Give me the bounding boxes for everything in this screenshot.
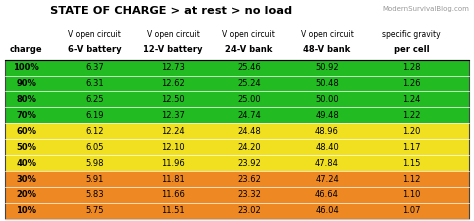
Text: 50%: 50% (16, 143, 36, 152)
Text: per cell: per cell (393, 45, 429, 54)
Text: 12.10: 12.10 (161, 143, 185, 152)
Text: 10%: 10% (16, 206, 36, 215)
Text: 1.28: 1.28 (402, 63, 421, 72)
Text: 11.66: 11.66 (161, 191, 185, 199)
Text: 46.64: 46.64 (315, 191, 339, 199)
Text: 12-V battery: 12-V battery (143, 45, 203, 54)
Text: 5.98: 5.98 (85, 159, 104, 168)
Text: 12.50: 12.50 (161, 95, 185, 104)
Text: 12.37: 12.37 (161, 111, 185, 120)
Text: 1.10: 1.10 (402, 191, 420, 199)
Text: 90%: 90% (16, 79, 36, 88)
FancyBboxPatch shape (5, 107, 469, 123)
Text: 6.31: 6.31 (85, 79, 104, 88)
Text: 25.46: 25.46 (237, 63, 261, 72)
Text: 11.96: 11.96 (161, 159, 185, 168)
Text: charge: charge (10, 45, 42, 54)
FancyBboxPatch shape (5, 60, 469, 76)
Text: V open circuit: V open circuit (222, 30, 275, 39)
Text: 1.26: 1.26 (402, 79, 421, 88)
Text: 6.05: 6.05 (85, 143, 104, 152)
Text: 47.84: 47.84 (315, 159, 339, 168)
Text: 70%: 70% (16, 111, 36, 120)
Text: 5.75: 5.75 (85, 206, 104, 215)
Text: 6.12: 6.12 (85, 127, 104, 136)
Text: 49.48: 49.48 (315, 111, 339, 120)
Text: 12.62: 12.62 (161, 79, 185, 88)
Text: STATE OF CHARGE > at rest > no load: STATE OF CHARGE > at rest > no load (50, 6, 292, 15)
Text: 40%: 40% (16, 159, 36, 168)
Text: 6.19: 6.19 (85, 111, 104, 120)
Text: ModernSurvivalBlog.com: ModernSurvivalBlog.com (383, 6, 469, 11)
Text: 50.00: 50.00 (315, 95, 339, 104)
Text: 1.24: 1.24 (402, 95, 420, 104)
Text: 11.51: 11.51 (161, 206, 185, 215)
Text: V open circuit: V open circuit (301, 30, 354, 39)
Text: 6.25: 6.25 (85, 95, 104, 104)
Text: 23.02: 23.02 (237, 206, 261, 215)
Text: 23.32: 23.32 (237, 191, 261, 199)
Text: 100%: 100% (13, 63, 39, 72)
Text: 1.12: 1.12 (402, 175, 420, 183)
Text: 1.15: 1.15 (402, 159, 420, 168)
Text: 48.96: 48.96 (315, 127, 339, 136)
Text: 23.62: 23.62 (237, 175, 261, 183)
Text: 5.83: 5.83 (85, 191, 104, 199)
Text: 20%: 20% (16, 191, 36, 199)
FancyBboxPatch shape (5, 123, 469, 139)
Text: 24.48: 24.48 (237, 127, 261, 136)
Text: 48.40: 48.40 (315, 143, 339, 152)
Text: 12.73: 12.73 (161, 63, 185, 72)
Text: 24.20: 24.20 (237, 143, 261, 152)
Text: 11.81: 11.81 (161, 175, 185, 183)
Text: 5.91: 5.91 (86, 175, 104, 183)
Text: 6.37: 6.37 (85, 63, 104, 72)
Text: 80%: 80% (16, 95, 36, 104)
FancyBboxPatch shape (5, 139, 469, 155)
Text: 24-V bank: 24-V bank (225, 45, 273, 54)
Text: 24.74: 24.74 (237, 111, 261, 120)
FancyBboxPatch shape (5, 203, 469, 219)
Text: specific gravity: specific gravity (382, 30, 441, 39)
Text: 60%: 60% (16, 127, 36, 136)
Text: V open circuit: V open circuit (146, 30, 200, 39)
Text: V open circuit: V open circuit (68, 30, 121, 39)
Text: 50.48: 50.48 (315, 79, 339, 88)
Text: 1.07: 1.07 (402, 206, 421, 215)
FancyBboxPatch shape (5, 91, 469, 107)
Text: 48-V bank: 48-V bank (303, 45, 351, 54)
FancyBboxPatch shape (5, 155, 469, 171)
Text: 25.24: 25.24 (237, 79, 261, 88)
Text: 30%: 30% (16, 175, 36, 183)
Text: 47.24: 47.24 (315, 175, 339, 183)
Text: 1.17: 1.17 (402, 143, 421, 152)
Text: 50.92: 50.92 (315, 63, 339, 72)
Text: 46.04: 46.04 (315, 206, 339, 215)
Text: 12.24: 12.24 (161, 127, 185, 136)
Text: 23.92: 23.92 (237, 159, 261, 168)
Text: 6-V battery: 6-V battery (68, 45, 122, 54)
FancyBboxPatch shape (5, 187, 469, 203)
FancyBboxPatch shape (5, 171, 469, 187)
FancyBboxPatch shape (5, 76, 469, 91)
Text: 1.20: 1.20 (402, 127, 420, 136)
Text: 25.00: 25.00 (237, 95, 261, 104)
Text: 1.22: 1.22 (402, 111, 420, 120)
